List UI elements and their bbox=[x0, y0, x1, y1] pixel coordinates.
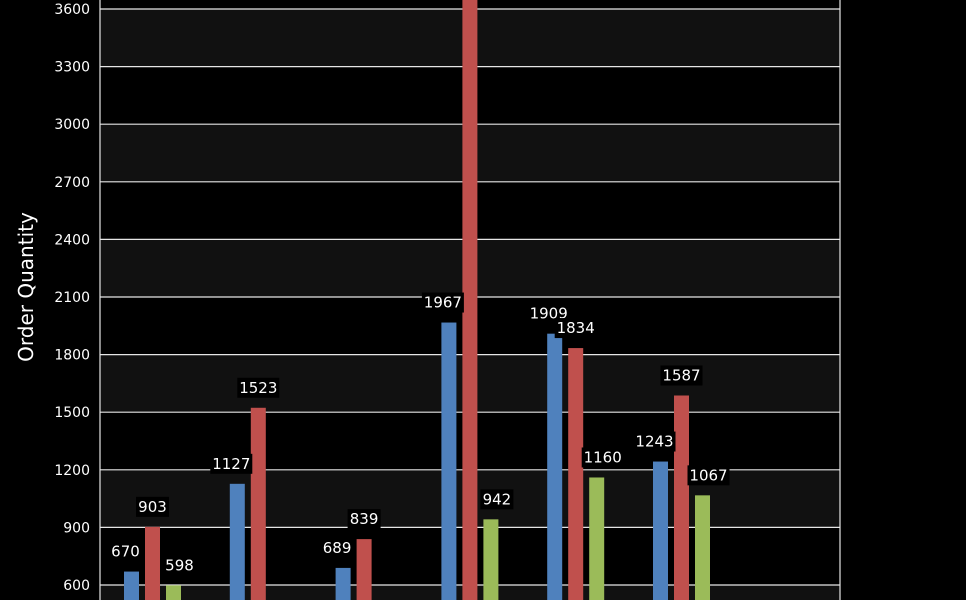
bar bbox=[568, 348, 584, 600]
y-tick-label: 3300 bbox=[54, 60, 90, 76]
data-label: 1967 bbox=[421, 292, 464, 313]
data-label-text: 1160 bbox=[584, 448, 622, 466]
y-tick-label: 1200 bbox=[54, 463, 90, 479]
data-label: 1067 bbox=[687, 465, 730, 486]
data-label: 670 bbox=[109, 541, 142, 562]
data-label: 1127 bbox=[210, 453, 253, 474]
data-label: 1834 bbox=[554, 318, 597, 339]
data-label-bg bbox=[347, 509, 381, 530]
data-label: 1523 bbox=[237, 377, 280, 398]
bar bbox=[250, 407, 266, 600]
bar bbox=[653, 461, 668, 600]
data-label-bg bbox=[633, 431, 676, 452]
bars bbox=[124, 0, 710, 600]
data-label-bg bbox=[581, 447, 624, 468]
y-tick-label: 2100 bbox=[54, 290, 90, 306]
y-tick-label: 1500 bbox=[54, 405, 90, 421]
data-label: 942 bbox=[480, 489, 514, 510]
data-label-bg bbox=[210, 453, 253, 474]
bar bbox=[335, 567, 351, 600]
data-label-text: 1587 bbox=[662, 366, 700, 384]
data-label-bg bbox=[660, 365, 703, 386]
bar bbox=[124, 571, 139, 600]
data-label-text: 1243 bbox=[635, 433, 673, 451]
data-label-bg bbox=[421, 292, 464, 313]
bar bbox=[441, 322, 457, 600]
bar bbox=[674, 395, 689, 600]
bar bbox=[547, 333, 563, 600]
data-label-text: 1834 bbox=[557, 319, 595, 337]
bar bbox=[166, 585, 181, 600]
bar bbox=[145, 526, 160, 600]
data-label-text: 598 bbox=[165, 556, 194, 574]
bar bbox=[695, 495, 710, 600]
y-axis-title: Order Quantity bbox=[14, 212, 38, 362]
data-label-text: 1967 bbox=[424, 294, 462, 312]
y-axis-ticks: 600 900 1200 1500 1800 2100 2400 2700 3000 3300 36… bbox=[54, 2, 90, 594]
y-tick-label: 1800 bbox=[54, 348, 90, 364]
data-label-text: 1523 bbox=[239, 379, 277, 397]
y-tick-label: 3000 bbox=[54, 117, 90, 133]
bar bbox=[483, 519, 499, 600]
data-label-text: 942 bbox=[483, 490, 512, 508]
bar bbox=[589, 477, 605, 600]
data-label: 839 bbox=[347, 509, 381, 530]
bar bbox=[356, 539, 372, 600]
data-label-text: 689 bbox=[323, 539, 352, 557]
y-tick-label: 2400 bbox=[54, 232, 90, 248]
y-tick-label: 2700 bbox=[54, 175, 90, 191]
data-label: 689 bbox=[320, 537, 354, 558]
data-label-text: 1067 bbox=[689, 466, 727, 484]
data-label-text: 670 bbox=[111, 543, 140, 561]
data-label-bg bbox=[320, 537, 354, 558]
data-label-text: 839 bbox=[350, 510, 379, 528]
data-label-bg bbox=[554, 318, 597, 339]
data-label: 598 bbox=[163, 555, 196, 576]
y-tick-label: 3600 bbox=[54, 2, 90, 18]
data-label-bg bbox=[136, 496, 169, 517]
data-labels: 6701127689196719091243903152383918341587… bbox=[109, 292, 730, 576]
data-label-bg bbox=[109, 541, 142, 562]
bar bbox=[229, 483, 245, 600]
y-tick-label: 900 bbox=[63, 520, 90, 536]
data-label-bg bbox=[237, 377, 280, 398]
data-label-text: 903 bbox=[138, 498, 167, 516]
data-label: 903 bbox=[136, 496, 169, 517]
data-label: 1243 bbox=[633, 431, 676, 452]
data-label-bg bbox=[480, 489, 514, 510]
data-label-bg bbox=[163, 555, 196, 576]
y-tick-label: 600 bbox=[63, 578, 90, 594]
data-label-bg bbox=[687, 465, 730, 486]
data-label: 1160 bbox=[581, 447, 624, 468]
bar bbox=[462, 0, 478, 600]
data-label: 1587 bbox=[660, 365, 703, 386]
data-label-text: 1127 bbox=[212, 455, 250, 473]
